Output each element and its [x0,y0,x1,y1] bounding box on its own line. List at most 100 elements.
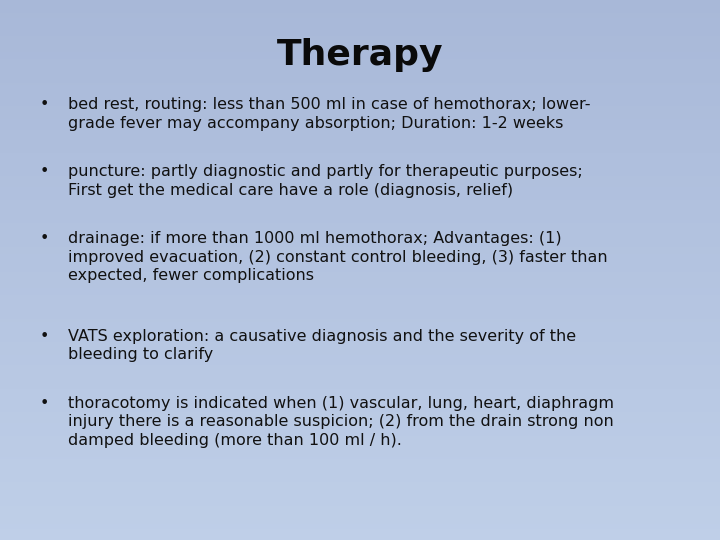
Bar [0,234,720,236]
Bar [0,491,720,493]
Bar [0,5,720,7]
Bar [0,529,720,531]
Bar [0,110,720,112]
Bar [0,360,720,362]
Bar [0,112,720,113]
Bar [0,306,720,308]
Bar [0,252,720,254]
Bar [0,182,720,184]
Bar [0,47,720,49]
Bar [0,329,720,331]
Bar [0,4,720,5]
Bar [0,130,720,131]
Bar [0,140,720,142]
Bar [0,250,720,252]
Bar [0,50,720,52]
Bar [0,484,720,486]
Bar [0,336,720,339]
Bar [0,15,720,16]
Bar [0,285,720,286]
Bar [0,279,720,281]
Bar [0,405,720,407]
Bar [0,482,720,484]
Bar [0,212,720,214]
Bar [0,205,720,207]
Text: •: • [40,97,49,112]
Bar [0,322,720,324]
Bar [0,277,720,279]
Bar [0,374,720,376]
Bar [0,367,720,369]
Bar [0,142,720,144]
Bar [0,295,720,297]
Bar [0,223,720,225]
Bar [0,407,720,409]
Bar [0,139,720,140]
Bar [0,241,720,243]
Bar [0,468,720,470]
Bar [0,363,720,366]
Bar [0,81,720,83]
Bar [0,328,720,329]
Bar [0,477,720,479]
Bar [0,493,720,495]
Bar [0,349,720,351]
Bar [0,320,720,322]
Bar [0,518,720,520]
Bar [0,66,720,69]
Bar [0,255,720,258]
Bar [0,266,720,268]
Bar [0,201,720,204]
Bar [0,128,720,130]
Bar [0,204,720,205]
Bar [0,461,720,463]
Bar [0,513,720,515]
Bar [0,340,720,342]
Bar [0,425,720,427]
Bar [0,123,720,124]
Bar [0,394,720,396]
Bar [0,11,720,12]
Bar [0,525,720,528]
Bar [0,209,720,211]
Bar [0,23,720,25]
Bar [0,20,720,22]
Bar [0,288,720,290]
Bar [0,396,720,398]
Bar [0,274,720,275]
Bar [0,335,720,336]
Bar [0,331,720,333]
Bar [0,450,720,452]
Bar [0,93,720,96]
Bar [0,389,720,390]
Bar [0,509,720,511]
Bar [0,436,720,437]
Bar [0,194,720,196]
Bar [0,393,720,394]
Bar [0,281,720,282]
Bar [0,119,720,120]
Bar [0,355,720,356]
Bar [0,254,720,255]
Bar [0,101,720,103]
Bar [0,151,720,153]
Bar [0,166,720,167]
Bar [0,135,720,137]
Bar [0,115,720,117]
Bar [0,22,720,23]
Bar [0,191,720,193]
Bar [0,133,720,135]
Bar [0,420,720,421]
Bar [0,430,720,432]
Bar [0,124,720,126]
Bar [0,238,720,239]
Text: thoracotomy is indicated when (1) vascular, lung, heart, diaphragm
injury there : thoracotomy is indicated when (1) vascul… [68,396,614,448]
Bar [0,25,720,27]
Bar [0,448,720,450]
Bar [0,455,720,457]
Bar [0,32,720,34]
Bar [0,258,720,259]
Bar [0,520,720,522]
Bar [0,454,720,455]
Bar [0,309,720,312]
